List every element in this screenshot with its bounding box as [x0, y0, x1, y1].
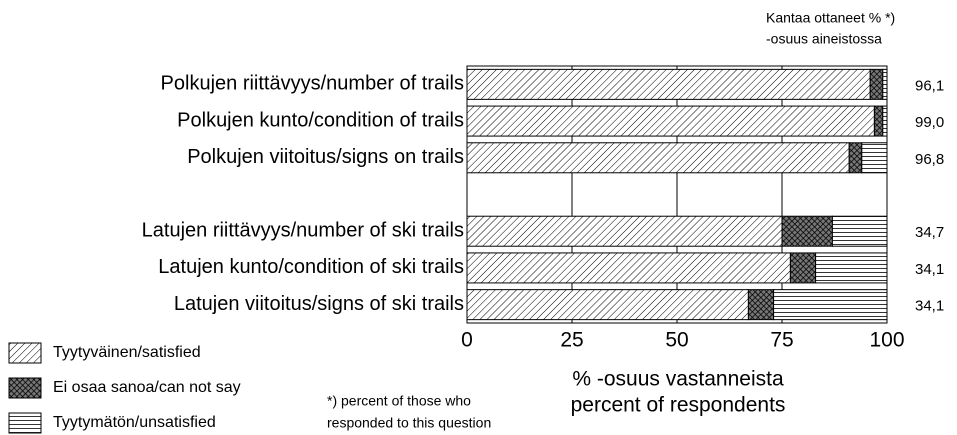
x-tick-label: 25 [560, 329, 583, 352]
response-share-label: 96,1 [915, 77, 944, 94]
response-share-label: 34,7 [915, 224, 944, 241]
bar-segment [831, 215, 888, 247]
response-share-label: 34,1 [915, 261, 944, 278]
legend-label: Tyytyväinen/satisfied [53, 344, 201, 361]
category-label: Latujen riittävyys/number of ski trails [142, 219, 464, 241]
category-label: Latujen kunto/condition of ski trails [158, 256, 464, 278]
footnote: responded to this question [327, 415, 491, 431]
bar-segment [873, 105, 884, 137]
bar-segment [869, 68, 884, 100]
x-tick-label: 100 [869, 329, 904, 352]
bar-segment [882, 68, 888, 100]
bar-segment [466, 252, 791, 284]
x-tick-label: 0 [461, 329, 473, 352]
bar-segment [466, 289, 749, 321]
bar-segment [882, 105, 888, 137]
bar-segment [789, 252, 817, 284]
category-label: Polkujen kunto/condition of trails [177, 109, 464, 131]
bar-segment [466, 68, 871, 100]
response-share-label: 99,0 [915, 114, 944, 131]
bar-segment [466, 105, 875, 137]
bar-segment [815, 252, 888, 284]
header-line: Kantaa ottaneet % *) [766, 10, 895, 26]
category-label: Latujen viitoitus/signs of ski trails [174, 293, 464, 315]
category-label: Polkujen riittävyys/number of trails [161, 73, 464, 95]
bar-segment [773, 289, 888, 321]
bar-segment [747, 289, 775, 321]
x-axis-label: percent of respondents [571, 394, 786, 417]
legend-label: Ei osaa sanoa/can not say [53, 379, 241, 396]
response-share-label: 96,8 [915, 151, 944, 168]
x-axis-label: % -osuus vastanneista [572, 368, 784, 391]
bar-segment [466, 142, 850, 174]
legend-swatch [8, 342, 42, 364]
x-tick-label: 75 [770, 329, 793, 352]
bar-segment [466, 215, 783, 247]
bar-segment [781, 215, 833, 247]
response-share-label: 34,1 [915, 298, 944, 315]
category-label: Polkujen viitoitus/signs on trails [187, 146, 464, 168]
bar-segment [861, 142, 888, 174]
x-tick-label: 50 [665, 329, 688, 352]
header-line: -osuus aineistossa [766, 31, 882, 47]
legend-swatch [8, 377, 42, 399]
footnote: *) percent of those who [327, 393, 471, 409]
legend-swatch [8, 412, 42, 434]
bar-segment [848, 142, 863, 174]
legend-label: Tyytymätön/unsatisfied [53, 414, 216, 431]
